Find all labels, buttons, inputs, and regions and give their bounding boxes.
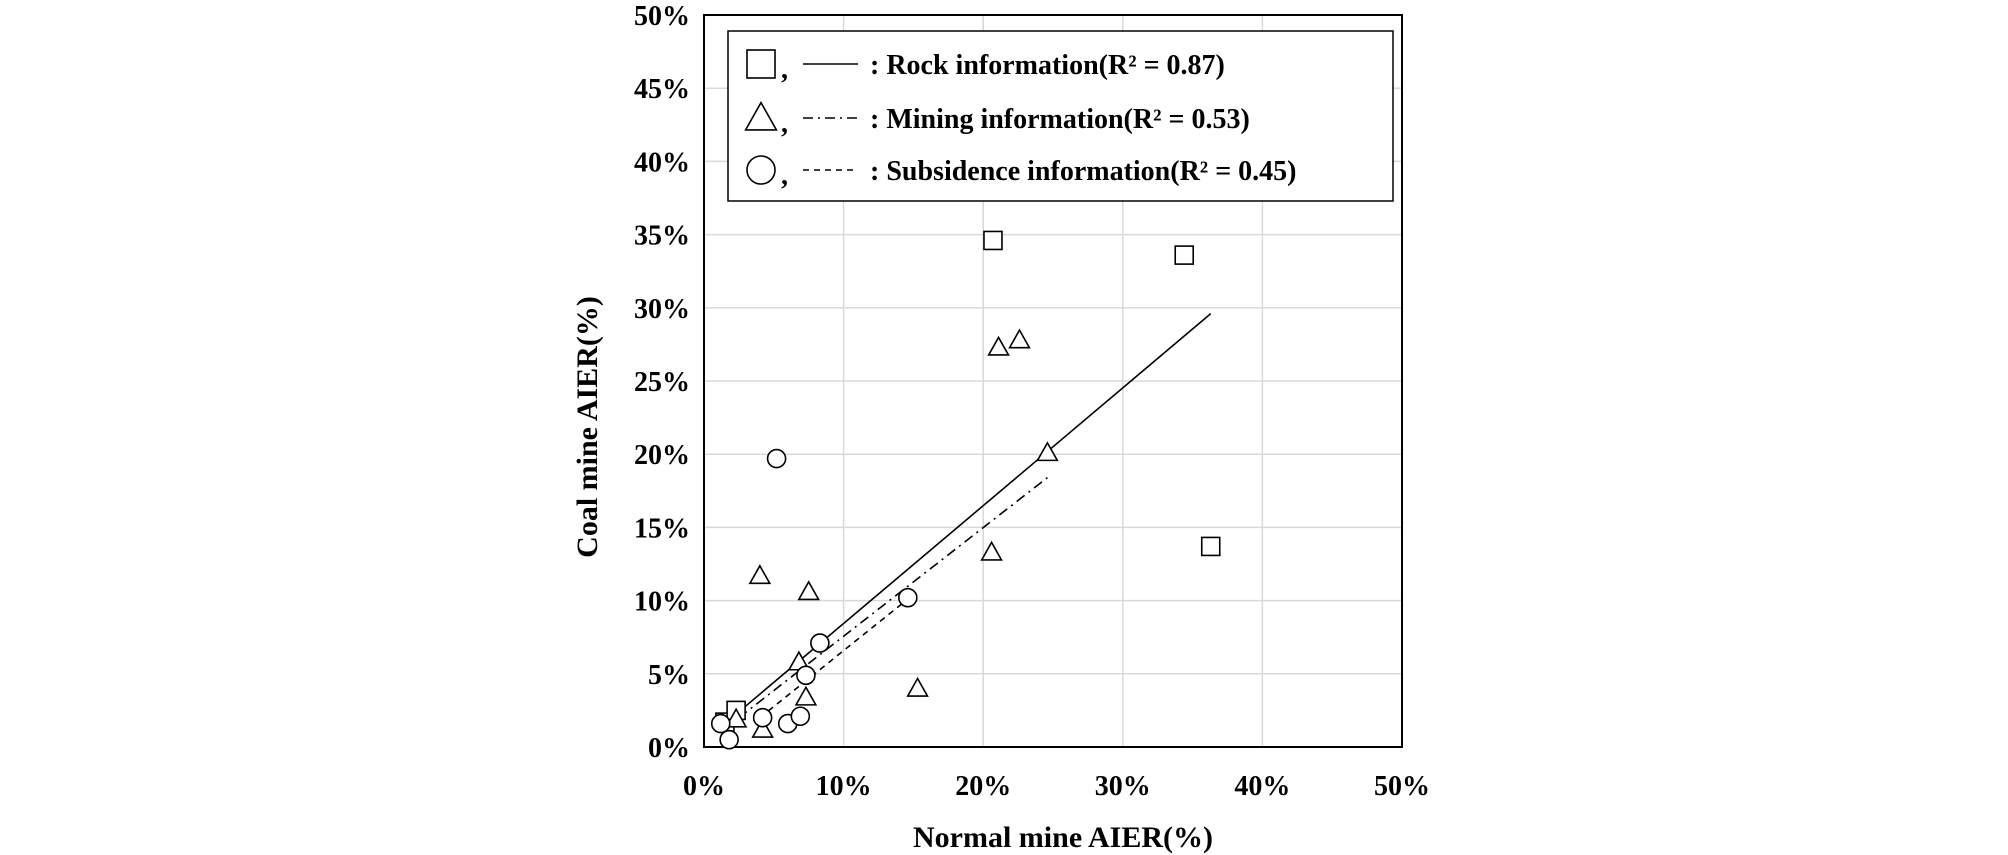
square-marker — [1174, 245, 1195, 265]
x-tick-label: 20% — [955, 771, 1011, 802]
legend-triangle-marker — [744, 100, 778, 131]
square-marker — [983, 230, 1003, 251]
y-tick-label: 50% — [634, 1, 690, 32]
legend-entry-label: : Rock information(R² = 0.87) — [870, 50, 1225, 81]
triangle-marker — [1008, 328, 1031, 349]
x-axis-tick-labels: 0% 10% 20% 30% 40% 50% — [683, 771, 1430, 802]
triangle-marker — [906, 676, 929, 697]
circle-marker — [719, 729, 739, 750]
circle-marker — [810, 633, 830, 653]
legend-comma: , — [781, 54, 788, 85]
x-tick-label: 30% — [1095, 771, 1151, 802]
y-tick-label: 35% — [634, 221, 690, 252]
circle-marker — [796, 665, 816, 686]
legend-square-marker — [746, 49, 776, 79]
legend: , : Rock information(R² = 0.87), : Mining … — [727, 30, 1394, 202]
legend-entry-label: : Mining information(R² = 0.53) — [870, 104, 1250, 135]
trend-line — [738, 476, 1048, 719]
triangle-marker — [794, 685, 818, 706]
x-tick-label: 0% — [683, 771, 725, 802]
x-tick-label: 40% — [1234, 771, 1290, 802]
trend-line — [759, 598, 909, 719]
legend-box — [727, 30, 1394, 202]
legend-entry-label: : Subsidence information(R² = 0.45) — [870, 156, 1296, 187]
y-tick-label: 25% — [634, 367, 690, 398]
y-axis-title: Coal mine AIER(%) — [571, 296, 604, 558]
x-tick-label: 50% — [1374, 771, 1430, 802]
x-tick-label: 10% — [816, 771, 872, 802]
circle-marker — [790, 706, 811, 727]
trend-lines — [731, 313, 1212, 719]
circle-marker — [766, 448, 787, 469]
triangle-marker — [987, 335, 1010, 356]
data-markers — [710, 230, 1221, 750]
legend-circle-marker — [746, 155, 776, 185]
triangle-marker — [1036, 441, 1059, 462]
circle-marker — [752, 707, 773, 728]
triangle-marker — [980, 540, 1003, 561]
triangle-marker — [797, 580, 820, 601]
triangle-marker — [724, 707, 748, 728]
y-tick-label: 45% — [634, 74, 690, 105]
legend-comma: , — [781, 108, 788, 139]
circle-marker — [898, 587, 918, 608]
y-tick-label: 40% — [634, 147, 690, 178]
y-tick-label: 20% — [634, 440, 690, 471]
y-tick-label: 30% — [634, 294, 690, 325]
x-axis-title: Normal mine AIER(%) — [913, 821, 1213, 854]
plot-area-frame — [703, 14, 1403, 748]
square-marker — [1200, 536, 1221, 557]
circle-marker — [710, 713, 731, 734]
triangle-marker — [751, 717, 774, 738]
y-tick-label: 0% — [648, 733, 690, 764]
trend-line — [731, 313, 1212, 719]
y-tick-label: 5% — [648, 660, 690, 691]
y-tick-label: 10% — [634, 587, 690, 618]
legend-comma: , — [781, 160, 788, 191]
y-axis-tick-labels: 0% 5% 10% 15% 20% 25% 30% 35% 40% 45% 50% — [634, 1, 690, 764]
triangle-marker — [748, 564, 772, 585]
y-tick-label: 15% — [634, 513, 690, 544]
